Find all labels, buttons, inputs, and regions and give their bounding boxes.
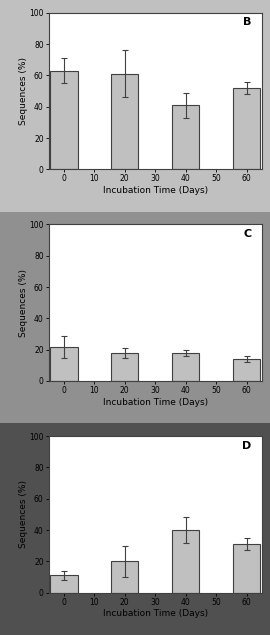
X-axis label: Incubation Time (Days): Incubation Time (Days)	[103, 610, 208, 618]
Bar	[172, 353, 200, 381]
Text: D: D	[242, 441, 251, 451]
Text: C: C	[243, 229, 251, 239]
Text: B: B	[243, 17, 251, 27]
X-axis label: Incubation Time (Days): Incubation Time (Days)	[103, 398, 208, 406]
Bar	[50, 575, 77, 592]
Bar	[50, 347, 77, 381]
X-axis label: Incubation Time (Days): Incubation Time (Days)	[103, 186, 208, 195]
Bar	[172, 530, 200, 592]
Bar	[233, 544, 260, 592]
Bar	[172, 105, 200, 170]
Y-axis label: Sequences (%): Sequences (%)	[19, 269, 28, 337]
Bar	[50, 70, 77, 170]
Y-axis label: Sequences (%): Sequences (%)	[19, 57, 28, 125]
Bar	[111, 353, 139, 381]
Bar	[233, 359, 260, 381]
Bar	[233, 88, 260, 170]
Y-axis label: Sequences (%): Sequences (%)	[19, 480, 28, 549]
Bar	[111, 74, 139, 170]
Bar	[111, 561, 139, 592]
